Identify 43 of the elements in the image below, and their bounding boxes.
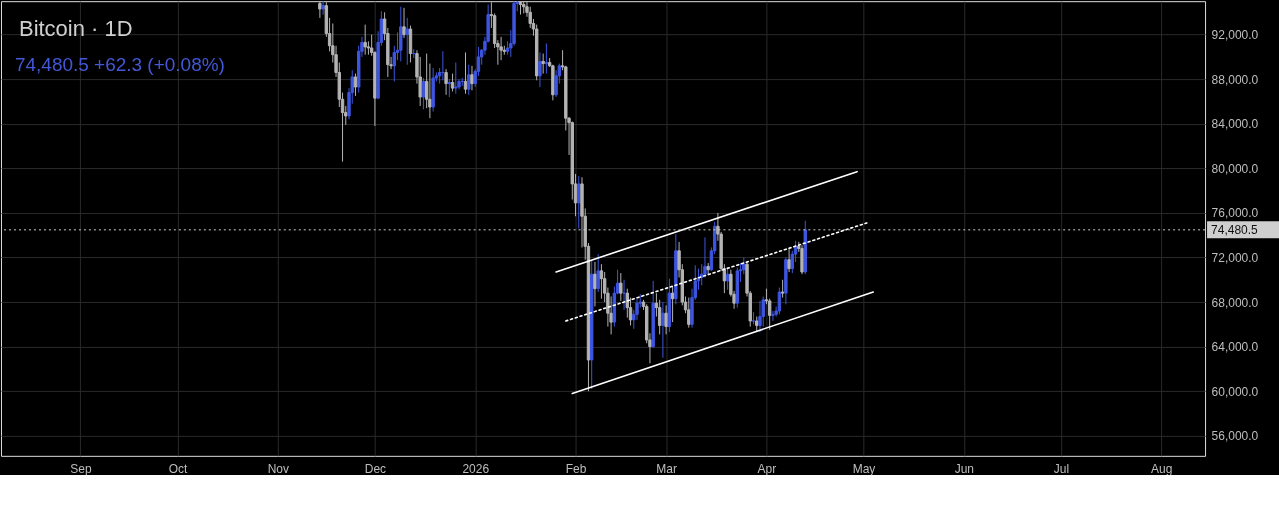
candlestick (599, 263, 604, 300)
y-tick-label: 76,000.0 (1211, 206, 1259, 221)
x-tick-label: 2026 (462, 462, 490, 477)
y-tick-label: 56,000.0 (1211, 429, 1259, 444)
ref-line-label: 74,480.5 (1211, 222, 1259, 237)
x-tick-label: Dec (364, 462, 387, 477)
x-tick-label: Aug (1151, 462, 1173, 477)
candlestick (771, 310, 775, 322)
candlestick (421, 77, 426, 110)
candlestick (725, 268, 730, 291)
y-tick-label: 60,000.0 (1211, 384, 1259, 399)
x-tick-label: Feb (565, 462, 587, 477)
x-tick-label: Jun (954, 462, 974, 477)
candlestick (670, 285, 675, 323)
y-tick-label: 88,000.0 (1211, 72, 1259, 87)
x-tick-label: Sep (70, 462, 92, 477)
candlestick (596, 253, 600, 293)
y-tick-label: 84,000.0 (1211, 117, 1259, 132)
x-tick-label: Mar (656, 462, 677, 477)
y-tick-label: 92,000.0 (1211, 28, 1259, 43)
x-tick-label: Apr (757, 462, 777, 477)
candlestick (777, 287, 782, 315)
text: Bitcoin · 1D (18, 16, 133, 42)
candlestick (577, 175, 581, 230)
x-tick-label: Oct (168, 462, 188, 477)
candlestick (664, 304, 668, 335)
y-tick-label: 80,000.0 (1211, 161, 1259, 176)
candlestick (761, 295, 765, 328)
candlestick (399, 6, 403, 62)
candlestick (353, 73, 358, 97)
candlestick (541, 53, 545, 75)
x-tick-label: Jul (1053, 462, 1070, 477)
candlestick (402, 7, 406, 39)
candlestick (800, 244, 804, 275)
x-tick-label: Nov (267, 462, 289, 477)
y-tick-label: 68,000.0 (1211, 295, 1259, 310)
candlestick (321, 0, 325, 16)
candlestick (318, 0, 322, 19)
y-tick-label: 64,000.0 (1211, 340, 1259, 355)
annotation: 74,480.5 +62.3 (+0.08%) (14, 54, 225, 76)
x-tick-label: May (852, 462, 876, 477)
candlestick (619, 272, 623, 302)
y-tick-label: 72,000.0 (1211, 250, 1259, 265)
